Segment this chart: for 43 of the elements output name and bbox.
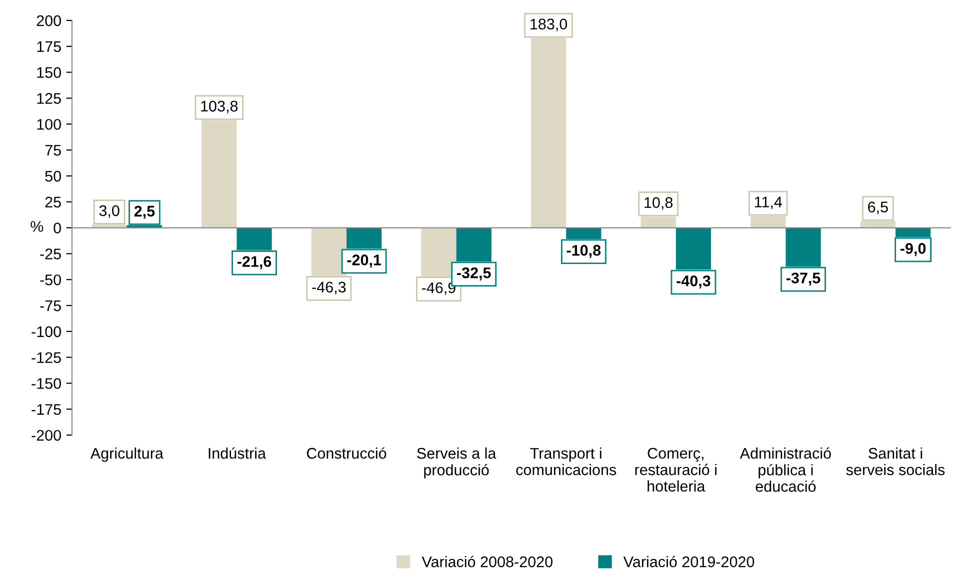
- y-tick-label: -200: [32, 430, 61, 441]
- legend-label: Variació 2008-2020: [422, 556, 552, 568]
- x-tick-label: Indústria: [208, 447, 266, 459]
- y-tick-label: 25: [45, 196, 61, 208]
- data-label: -21,6: [237, 256, 272, 270]
- data-label: -32,5: [457, 267, 491, 280]
- y-tick-label: -150: [32, 378, 61, 389]
- data-label: -10,8: [566, 244, 601, 258]
- data-label: -46,3: [312, 282, 346, 294]
- y-tick-label: 125: [37, 93, 61, 104]
- y-tick-label: 200: [36, 15, 61, 26]
- y-tick-label: -75: [40, 300, 61, 312]
- data-label: -9,0: [900, 243, 926, 256]
- y-axis-title: %: [30, 221, 44, 232]
- y-tick-label: -25: [40, 248, 61, 260]
- legend-label: Variació 2019-2020: [623, 556, 754, 568]
- y-tick-label: -50: [40, 274, 61, 286]
- y-tick-label: 150: [37, 67, 61, 78]
- data-label: 103,8: [201, 100, 238, 114]
- y-tick-label: -100: [32, 326, 61, 338]
- x-tick-label: Agricultura: [90, 448, 164, 462]
- x-tick-label: Administració pública i educació: [740, 447, 831, 492]
- y-tick-label: 175: [37, 41, 61, 52]
- data-label: 183,0: [530, 18, 568, 32]
- x-tick-label: Construcció: [306, 447, 386, 459]
- data-label: 6,5: [868, 202, 888, 214]
- data-label: -40,3: [676, 275, 710, 289]
- x-tick-label: Serveis a la producció: [417, 448, 496, 478]
- x-tick-label: Comerç, restauració i hoteleria: [635, 448, 716, 492]
- data-label: 2,5: [134, 206, 155, 219]
- x-tick-label: Transport i comunicacions: [516, 448, 616, 476]
- y-tick-label: 50: [45, 170, 61, 182]
- data-label: -37,5: [786, 272, 820, 286]
- y-tick-label: 0: [54, 222, 61, 234]
- x-tick-label: Sanitat i serveis socials: [846, 448, 945, 476]
- y-tick-label: 100: [37, 118, 61, 130]
- data-label: 10,8: [644, 197, 673, 210]
- data-label: 3,0: [99, 205, 120, 218]
- y-tick-label: -175: [32, 404, 61, 415]
- data-label: -20,1: [347, 254, 382, 268]
- data-label: 11,4: [754, 196, 782, 210]
- y-tick-label: 75: [45, 145, 61, 156]
- y-tick-label: -125: [32, 352, 61, 364]
